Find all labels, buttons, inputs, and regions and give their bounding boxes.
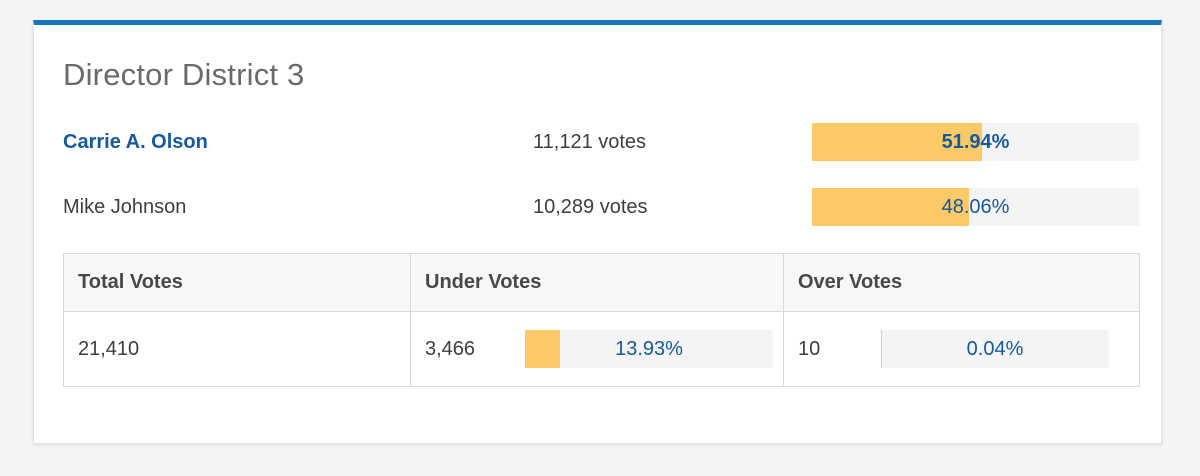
over-votes-percent-bar: 0.04% [881, 330, 1109, 368]
under-votes-cell: 3,466 13.93% [411, 312, 784, 386]
under-votes-percent-label: 13.93% [615, 338, 683, 360]
candidate-percent-label: 48.06% [941, 196, 1010, 218]
candidate-percent-bar: 51.94% [812, 123, 1139, 161]
candidate-row: Mike Johnson 10,289 votes 48.06% [63, 188, 1139, 226]
contest-title: Director District 3 [63, 56, 305, 92]
vote-summary-header-row: Total Votes Under Votes Over Votes [64, 254, 1139, 312]
over-votes-value: 10 [798, 337, 821, 360]
candidate-vote-count: 11,121 votes [533, 130, 647, 153]
header-over-votes: Over Votes [798, 271, 903, 293]
candidate-vote-count: 10,289 votes [533, 195, 648, 218]
vote-summary-data-row: 21,410 3,466 13.93% 10 0.04% [64, 312, 1139, 386]
header-under-votes: Under Votes [411, 254, 784, 311]
under-votes-percent-bar: 13.93% [525, 330, 773, 368]
contest-results-card: Director District 3 Carrie A. Olson 11,1… [33, 20, 1162, 444]
over-votes-percent-label: 0.04% [966, 338, 1024, 360]
candidate-name: Mike Johnson [63, 195, 187, 218]
total-votes-value: 21,410 [78, 337, 140, 360]
candidate-percent-label: 51.94% [941, 131, 1010, 153]
under-votes-value: 3,466 [425, 337, 476, 360]
total-votes-cell: 21,410 [64, 312, 411, 386]
candidate-name-link[interactable]: Carrie A. Olson [63, 130, 208, 153]
over-votes-cell: 10 0.04% [784, 312, 1139, 386]
candidate-percent-bar-fill [812, 123, 982, 161]
candidate-row: Carrie A. Olson 11,121 votes 51.94% [63, 123, 1139, 161]
header-total-votes: Total Votes [64, 254, 411, 311]
candidate-percent-bar: 48.06% [812, 188, 1139, 226]
vote-summary-table: Total Votes Under Votes Over Votes 21,41… [63, 253, 1140, 387]
candidate-percent-bar-fill [812, 188, 970, 226]
under-votes-percent-bar-fill [525, 330, 560, 368]
